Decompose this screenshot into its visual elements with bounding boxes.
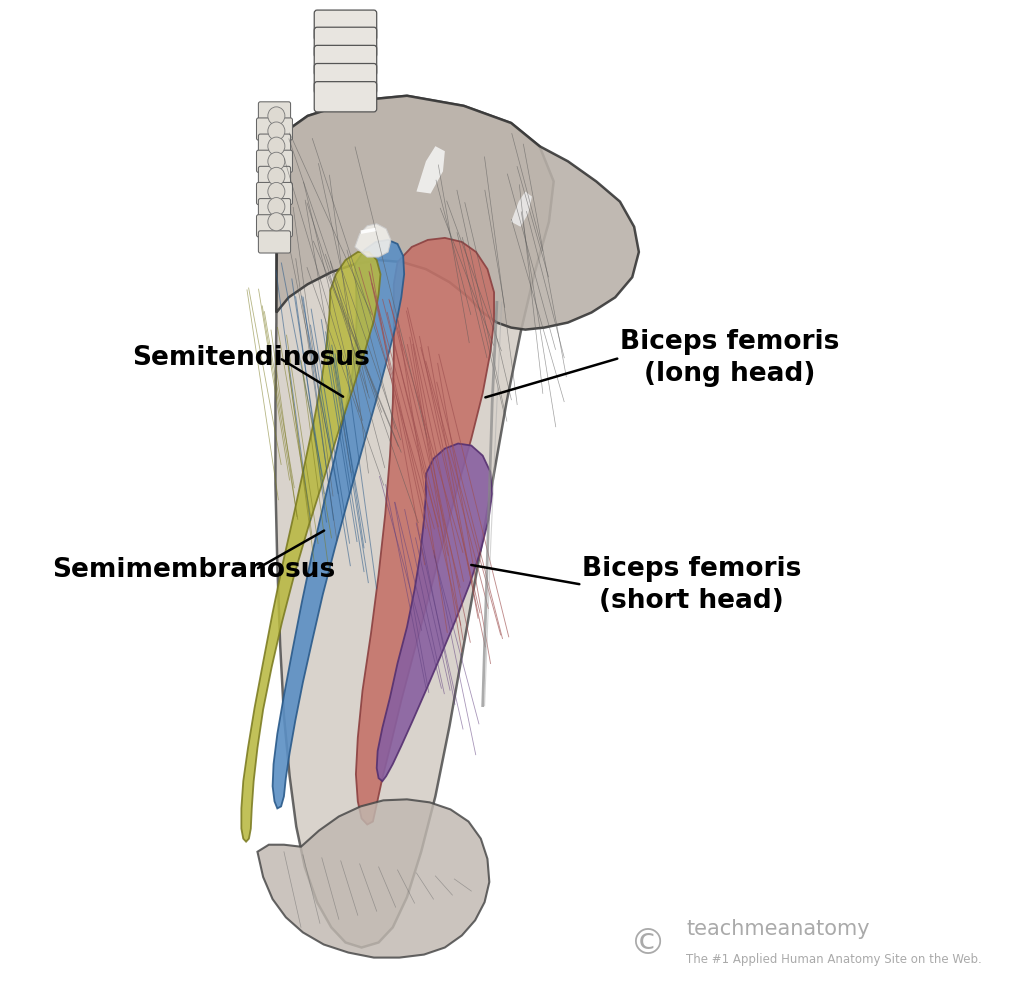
FancyBboxPatch shape [258,199,291,221]
FancyBboxPatch shape [256,182,293,205]
FancyBboxPatch shape [258,134,291,156]
Text: Semitendinosus: Semitendinosus [132,345,371,371]
Text: Biceps femoris
(short head): Biceps femoris (short head) [582,555,802,614]
Text: ©: © [631,927,667,962]
FancyBboxPatch shape [314,45,377,76]
Circle shape [268,107,285,125]
Polygon shape [377,444,493,781]
Circle shape [268,198,285,216]
Circle shape [268,167,285,185]
FancyBboxPatch shape [258,102,291,124]
Polygon shape [356,238,494,825]
Text: teachmeanatomy: teachmeanatomy [686,919,869,939]
Text: Biceps femoris
(long head): Biceps femoris (long head) [620,329,840,387]
Circle shape [268,152,285,170]
Polygon shape [355,224,391,257]
Circle shape [268,137,285,155]
FancyBboxPatch shape [256,215,293,237]
FancyBboxPatch shape [314,27,377,57]
Polygon shape [242,252,381,842]
FancyBboxPatch shape [314,64,377,94]
Polygon shape [257,799,489,958]
Circle shape [268,182,285,201]
Text: Semimembranosus: Semimembranosus [52,556,335,583]
Polygon shape [511,192,531,227]
FancyBboxPatch shape [314,10,377,40]
FancyBboxPatch shape [258,231,291,253]
Polygon shape [417,146,444,194]
Polygon shape [276,96,639,330]
Circle shape [268,213,285,231]
Polygon shape [275,96,554,948]
Text: The #1 Applied Human Anatomy Site on the Web.: The #1 Applied Human Anatomy Site on the… [686,954,982,966]
Polygon shape [272,240,404,808]
FancyBboxPatch shape [256,118,293,140]
FancyBboxPatch shape [258,166,291,188]
FancyBboxPatch shape [314,82,377,112]
FancyBboxPatch shape [256,150,293,172]
Circle shape [268,122,285,140]
